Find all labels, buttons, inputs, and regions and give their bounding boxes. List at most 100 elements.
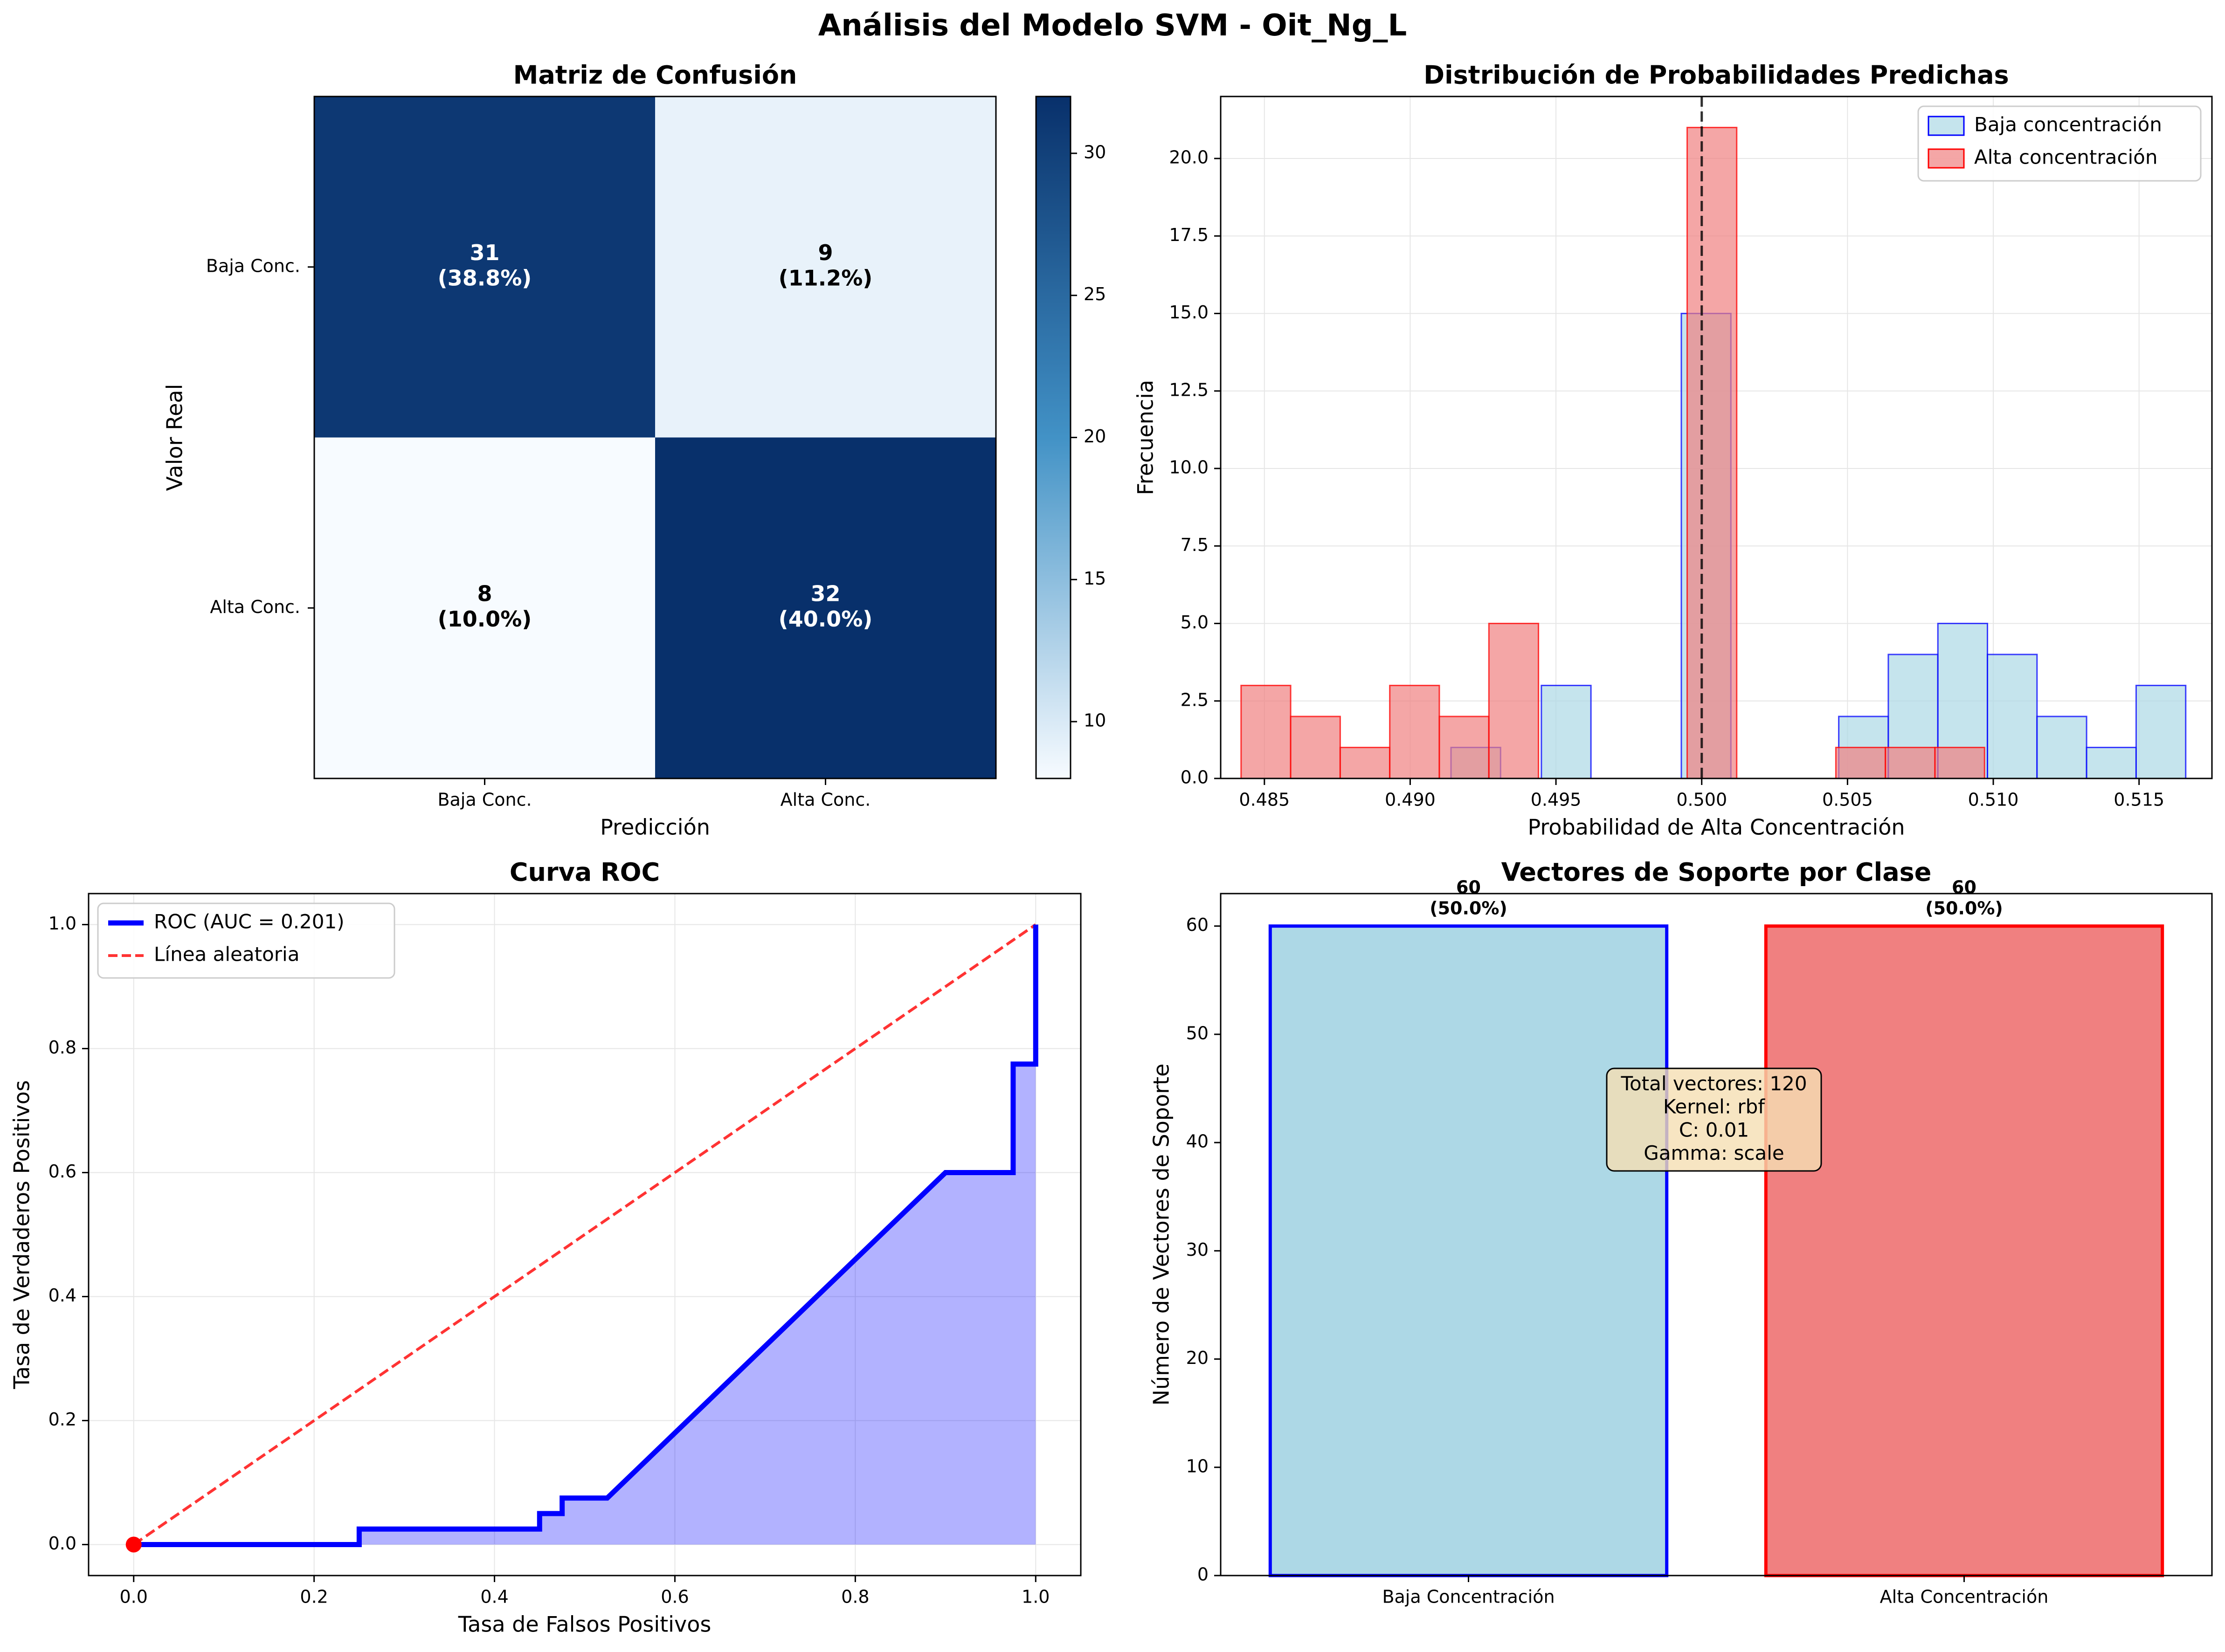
info-box-text: Gamma: scale xyxy=(1644,1142,1784,1164)
info-box xyxy=(1606,1067,1822,1172)
y-axis-label: Frecuencia xyxy=(1133,380,1158,495)
heatmap-cell xyxy=(655,437,996,778)
x-tick-label: 0.2 xyxy=(300,1587,328,1607)
x-axis-label: Probabilidad de Alta Concentración xyxy=(1528,815,1905,840)
histogram-bar xyxy=(1438,716,1490,779)
y-tick-label: 12.5 xyxy=(1169,379,1209,400)
histogram-bar xyxy=(2135,685,2187,779)
histogram-bar xyxy=(1389,685,1440,779)
x-tick-label: Alta Conc. xyxy=(781,790,871,810)
bar-label: (50.0%) xyxy=(1430,898,1507,919)
x-tick-label: Baja Concentración xyxy=(1382,1587,1555,1607)
bar-label: (50.0%) xyxy=(1925,898,2003,919)
y-tick-label: 0.0 xyxy=(1181,767,1209,788)
histogram-bar xyxy=(1987,654,2038,779)
legend-label: Línea aleatoria xyxy=(154,943,299,966)
histogram-bar xyxy=(1934,747,1985,779)
histogram-bar xyxy=(1541,685,1592,779)
figure-title: Análisis del Modelo SVM - Oit_Ng_L xyxy=(818,8,1407,43)
optimal-point-marker xyxy=(125,1536,142,1553)
histogram-bar xyxy=(1488,623,1540,779)
y-tick-label: 0.2 xyxy=(48,1409,76,1430)
heatmap-cell-label: 31 xyxy=(470,240,499,265)
x-tick-label: 0.8 xyxy=(841,1587,869,1607)
heatmap-cell-label: (10.0%) xyxy=(438,606,532,632)
legend-box xyxy=(1917,105,2202,182)
heatmap-cell-label: (11.2%) xyxy=(779,265,873,290)
y-tick-label: 50 xyxy=(1186,1023,1209,1043)
histogram-bar xyxy=(2086,747,2137,779)
heatmap-cell-label: (38.8%) xyxy=(438,265,532,290)
x-tick-label: Alta Concentración xyxy=(1880,1587,2049,1607)
y-tick-label: Alta Conc. xyxy=(210,597,300,617)
random-line xyxy=(133,923,1036,1546)
legend-box xyxy=(97,902,395,979)
legend-label: Baja concentración xyxy=(1974,113,2162,136)
heatmap-cell xyxy=(314,96,655,438)
x-tick-label: 0.500 xyxy=(1676,790,1727,810)
colorbar-tick-label: 20 xyxy=(1084,426,1106,447)
bar xyxy=(1268,924,1669,1577)
legend-swatch xyxy=(1928,116,1965,136)
histogram-bar xyxy=(1686,127,1738,779)
bar-label: 60 xyxy=(1456,877,1481,898)
y-tick-label: 20 xyxy=(1186,1348,1209,1368)
legend-label: ROC (AUC = 0.201) xyxy=(154,910,345,933)
y-tick-label: 2.5 xyxy=(1181,689,1209,710)
y-tick-label: 60 xyxy=(1186,915,1209,935)
y-tick-label: 20.0 xyxy=(1169,147,1209,168)
heatmap-cell-label: 8 xyxy=(477,581,492,606)
x-axis-label: Tasa de Falsos Positivos xyxy=(458,1612,712,1637)
x-tick-label: 0.6 xyxy=(661,1587,689,1607)
heatmap-cell xyxy=(655,96,996,438)
colorbar-tick-label: 25 xyxy=(1084,284,1106,304)
legend-swatch xyxy=(1928,148,1965,169)
y-tick-label: 7.5 xyxy=(1181,535,1209,555)
x-tick-label: 0.485 xyxy=(1239,790,1290,810)
histogram-bar xyxy=(1835,747,1886,779)
x-tick-label: 0.490 xyxy=(1385,790,1436,810)
x-tick-label: 0.510 xyxy=(1968,790,2019,810)
roc-line xyxy=(133,924,1038,1547)
y-tick-label: 0.6 xyxy=(48,1161,76,1182)
histogram-bar xyxy=(1339,747,1391,779)
x-tick-label: 0.505 xyxy=(1822,790,1873,810)
y-tick-label: 17.5 xyxy=(1169,225,1209,245)
y-axis-label: Valor Real xyxy=(162,384,187,491)
y-tick-label: 10 xyxy=(1186,1456,1209,1476)
y-tick-label: 10.0 xyxy=(1169,457,1209,478)
bar xyxy=(1764,924,2164,1577)
y-tick-label: 30 xyxy=(1186,1239,1209,1260)
chart-title: Vectores de Soporte por Clase xyxy=(1501,858,1932,887)
histogram-bar xyxy=(1240,685,1292,779)
heatmap-cell-label: 9 xyxy=(818,240,833,265)
roc-area xyxy=(133,924,1036,1545)
plot-frame xyxy=(88,893,1082,1576)
y-tick-label: 5.0 xyxy=(1181,612,1209,633)
info-box-text: C: 0.01 xyxy=(1679,1118,1749,1141)
plot-frame xyxy=(1220,893,2213,1576)
info-box-text: Kernel: rbf xyxy=(1663,1095,1765,1118)
y-tick-label: 0.8 xyxy=(48,1037,76,1058)
y-tick-label: 15.0 xyxy=(1169,302,1209,323)
chart-title: Curva ROC xyxy=(510,858,660,887)
bar-label: 60 xyxy=(1952,877,1976,898)
heatmap-cell xyxy=(314,437,655,778)
y-tick-label: 0 xyxy=(1197,1564,1209,1585)
histogram-bar xyxy=(2036,716,2087,779)
histogram-bar xyxy=(1885,747,1936,779)
heatmap-frame xyxy=(313,96,997,779)
x-tick-label: 0.4 xyxy=(480,1587,508,1607)
chart-title: Distribución de Probabilidades Predichas xyxy=(1423,61,2009,90)
plot-frame xyxy=(1220,96,2213,779)
colorbar-tick-label: 10 xyxy=(1084,710,1106,731)
chart-title: Matriz de Confusión xyxy=(513,61,797,90)
x-tick-label: 1.0 xyxy=(1022,1587,1050,1607)
heatmap-cell-label: 32 xyxy=(810,581,840,606)
y-tick-label: 0.0 xyxy=(48,1533,76,1554)
x-tick-label: 0.515 xyxy=(2114,790,2164,810)
colorbar-tick-label: 30 xyxy=(1084,142,1106,162)
legend-label: Alta concentración xyxy=(1974,146,2157,169)
y-tick-label: 1.0 xyxy=(48,913,76,934)
